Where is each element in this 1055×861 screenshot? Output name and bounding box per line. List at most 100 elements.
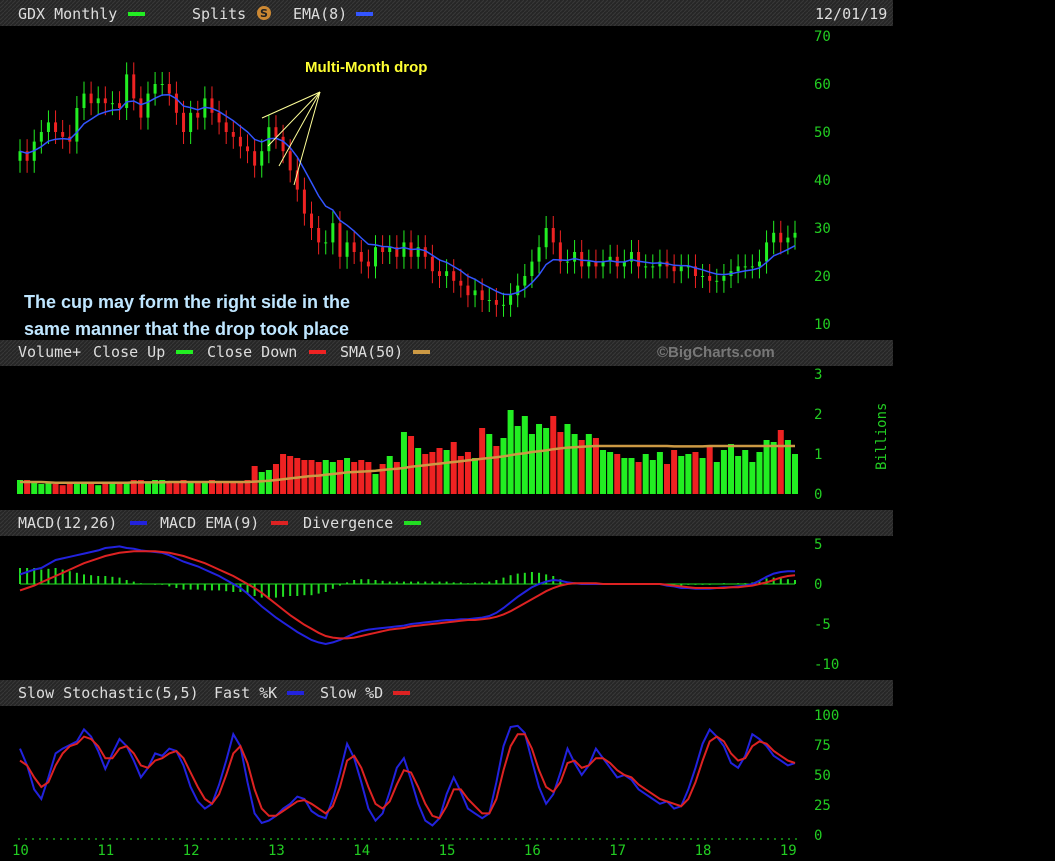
candle-body <box>750 266 754 268</box>
ema-line <box>19 93 796 296</box>
x-axis: 10 11 12 13 14 15 16 17 18 19 <box>12 838 798 859</box>
volume-bar <box>671 450 678 494</box>
candle-body <box>743 266 747 268</box>
volume-bar <box>329 462 336 494</box>
macd-plot <box>19 545 796 646</box>
candle-body <box>516 285 520 296</box>
volume-bar <box>237 482 244 494</box>
macd-tick-label: 5 <box>814 537 822 553</box>
volume-bar <box>415 448 422 494</box>
volume-tick-label: 0 <box>814 487 822 503</box>
candle-body <box>722 276 726 281</box>
volume-bar <box>244 480 251 494</box>
volume-close-up-label: Close Up <box>93 343 165 361</box>
volume-bar <box>664 464 671 494</box>
candle-body <box>565 261 569 263</box>
stoch-k-line <box>19 724 796 827</box>
price-tick-label: 30 <box>814 221 831 237</box>
volume-bar <box>578 440 585 494</box>
close-down-swatch <box>309 350 326 354</box>
volume-bar <box>457 456 464 494</box>
volume-bar <box>557 432 564 494</box>
candle-body <box>693 266 697 276</box>
watermark: ©BigCharts.com <box>657 344 775 361</box>
volume-bar <box>216 482 223 494</box>
volume-bar <box>102 484 109 494</box>
price-tick-label: 40 <box>814 173 831 189</box>
splits-icon-letter: S <box>260 7 268 20</box>
price-axis: 70 60 50 40 30 20 10 <box>814 29 831 333</box>
volume-bar <box>735 456 742 494</box>
volume-close-down-label: Close Down <box>207 343 297 361</box>
candle-body <box>558 242 562 262</box>
volume-bar <box>649 460 656 494</box>
cup-annotation-line2: same manner that the drop took place <box>24 319 349 339</box>
drop-annotation-lines <box>261 91 321 186</box>
sma-swatch <box>413 350 430 354</box>
x-tick-label: 17 <box>609 843 626 859</box>
candle-body <box>374 247 378 267</box>
candle-body <box>338 223 342 257</box>
candle-body <box>765 242 769 262</box>
volume-bar <box>123 482 130 494</box>
volume-bar <box>479 428 486 494</box>
volume-bar <box>287 456 294 494</box>
volume-unit-label: Billions <box>874 403 890 470</box>
volume-bar <box>742 450 749 494</box>
candle-body <box>686 266 690 268</box>
volume-bar <box>230 482 237 494</box>
volume-bar <box>365 462 372 494</box>
volume-bar <box>713 462 720 494</box>
candle-body <box>523 276 527 286</box>
volume-bar <box>685 454 692 494</box>
candle-body <box>253 151 257 166</box>
volume-bar <box>564 424 571 494</box>
stoch-slow-swatch <box>393 691 410 695</box>
candle-body <box>708 276 712 281</box>
volume-bar <box>436 448 443 494</box>
volume-bar <box>777 430 784 494</box>
volume-bar <box>400 432 407 494</box>
candle-body <box>96 98 100 104</box>
macd-tick-label: -5 <box>814 617 831 633</box>
candle-body <box>103 98 107 104</box>
stoch-tick-label: 0 <box>814 828 822 844</box>
candle-body <box>146 93 150 118</box>
macd-ema-label: MACD EMA(9) <box>160 514 259 532</box>
volume-bar <box>159 480 166 494</box>
candle-body <box>217 112 221 123</box>
x-tick-label: 16 <box>524 843 541 859</box>
candle-body <box>132 74 136 99</box>
candle-body <box>544 228 548 248</box>
volume-bar <box>88 484 95 494</box>
candle-body <box>736 266 740 272</box>
volume-bar <box>52 484 59 494</box>
macd-tick-label: -10 <box>814 657 839 673</box>
volume-bar <box>493 446 500 494</box>
x-tick-label: 13 <box>268 843 285 859</box>
volume-bar <box>728 444 735 494</box>
volume-bar <box>543 428 550 494</box>
volume-bar <box>322 460 329 494</box>
candle-body <box>231 132 235 137</box>
macd-line <box>19 545 795 646</box>
macd-axis: 5 0 -5 -10 <box>814 537 839 673</box>
volume-bar <box>472 458 479 494</box>
candle-body <box>580 252 584 267</box>
candle-body <box>757 261 761 267</box>
candle-body <box>295 170 299 190</box>
stoch-fast-swatch <box>287 691 304 695</box>
candle-body <box>501 304 505 306</box>
volume-sma-line <box>20 444 795 485</box>
candle-body <box>110 103 114 105</box>
candle-body <box>54 122 58 132</box>
candle-body <box>715 280 719 282</box>
stoch-tick-label: 25 <box>814 798 831 814</box>
candle-body <box>246 146 250 152</box>
chart-date: 12/01/19 <box>815 5 887 23</box>
candle-body <box>310 213 314 228</box>
volume-bar <box>80 484 87 494</box>
candle-body <box>359 252 363 262</box>
volume-bar <box>763 440 770 494</box>
volume-tick-label: 3 <box>814 367 822 383</box>
